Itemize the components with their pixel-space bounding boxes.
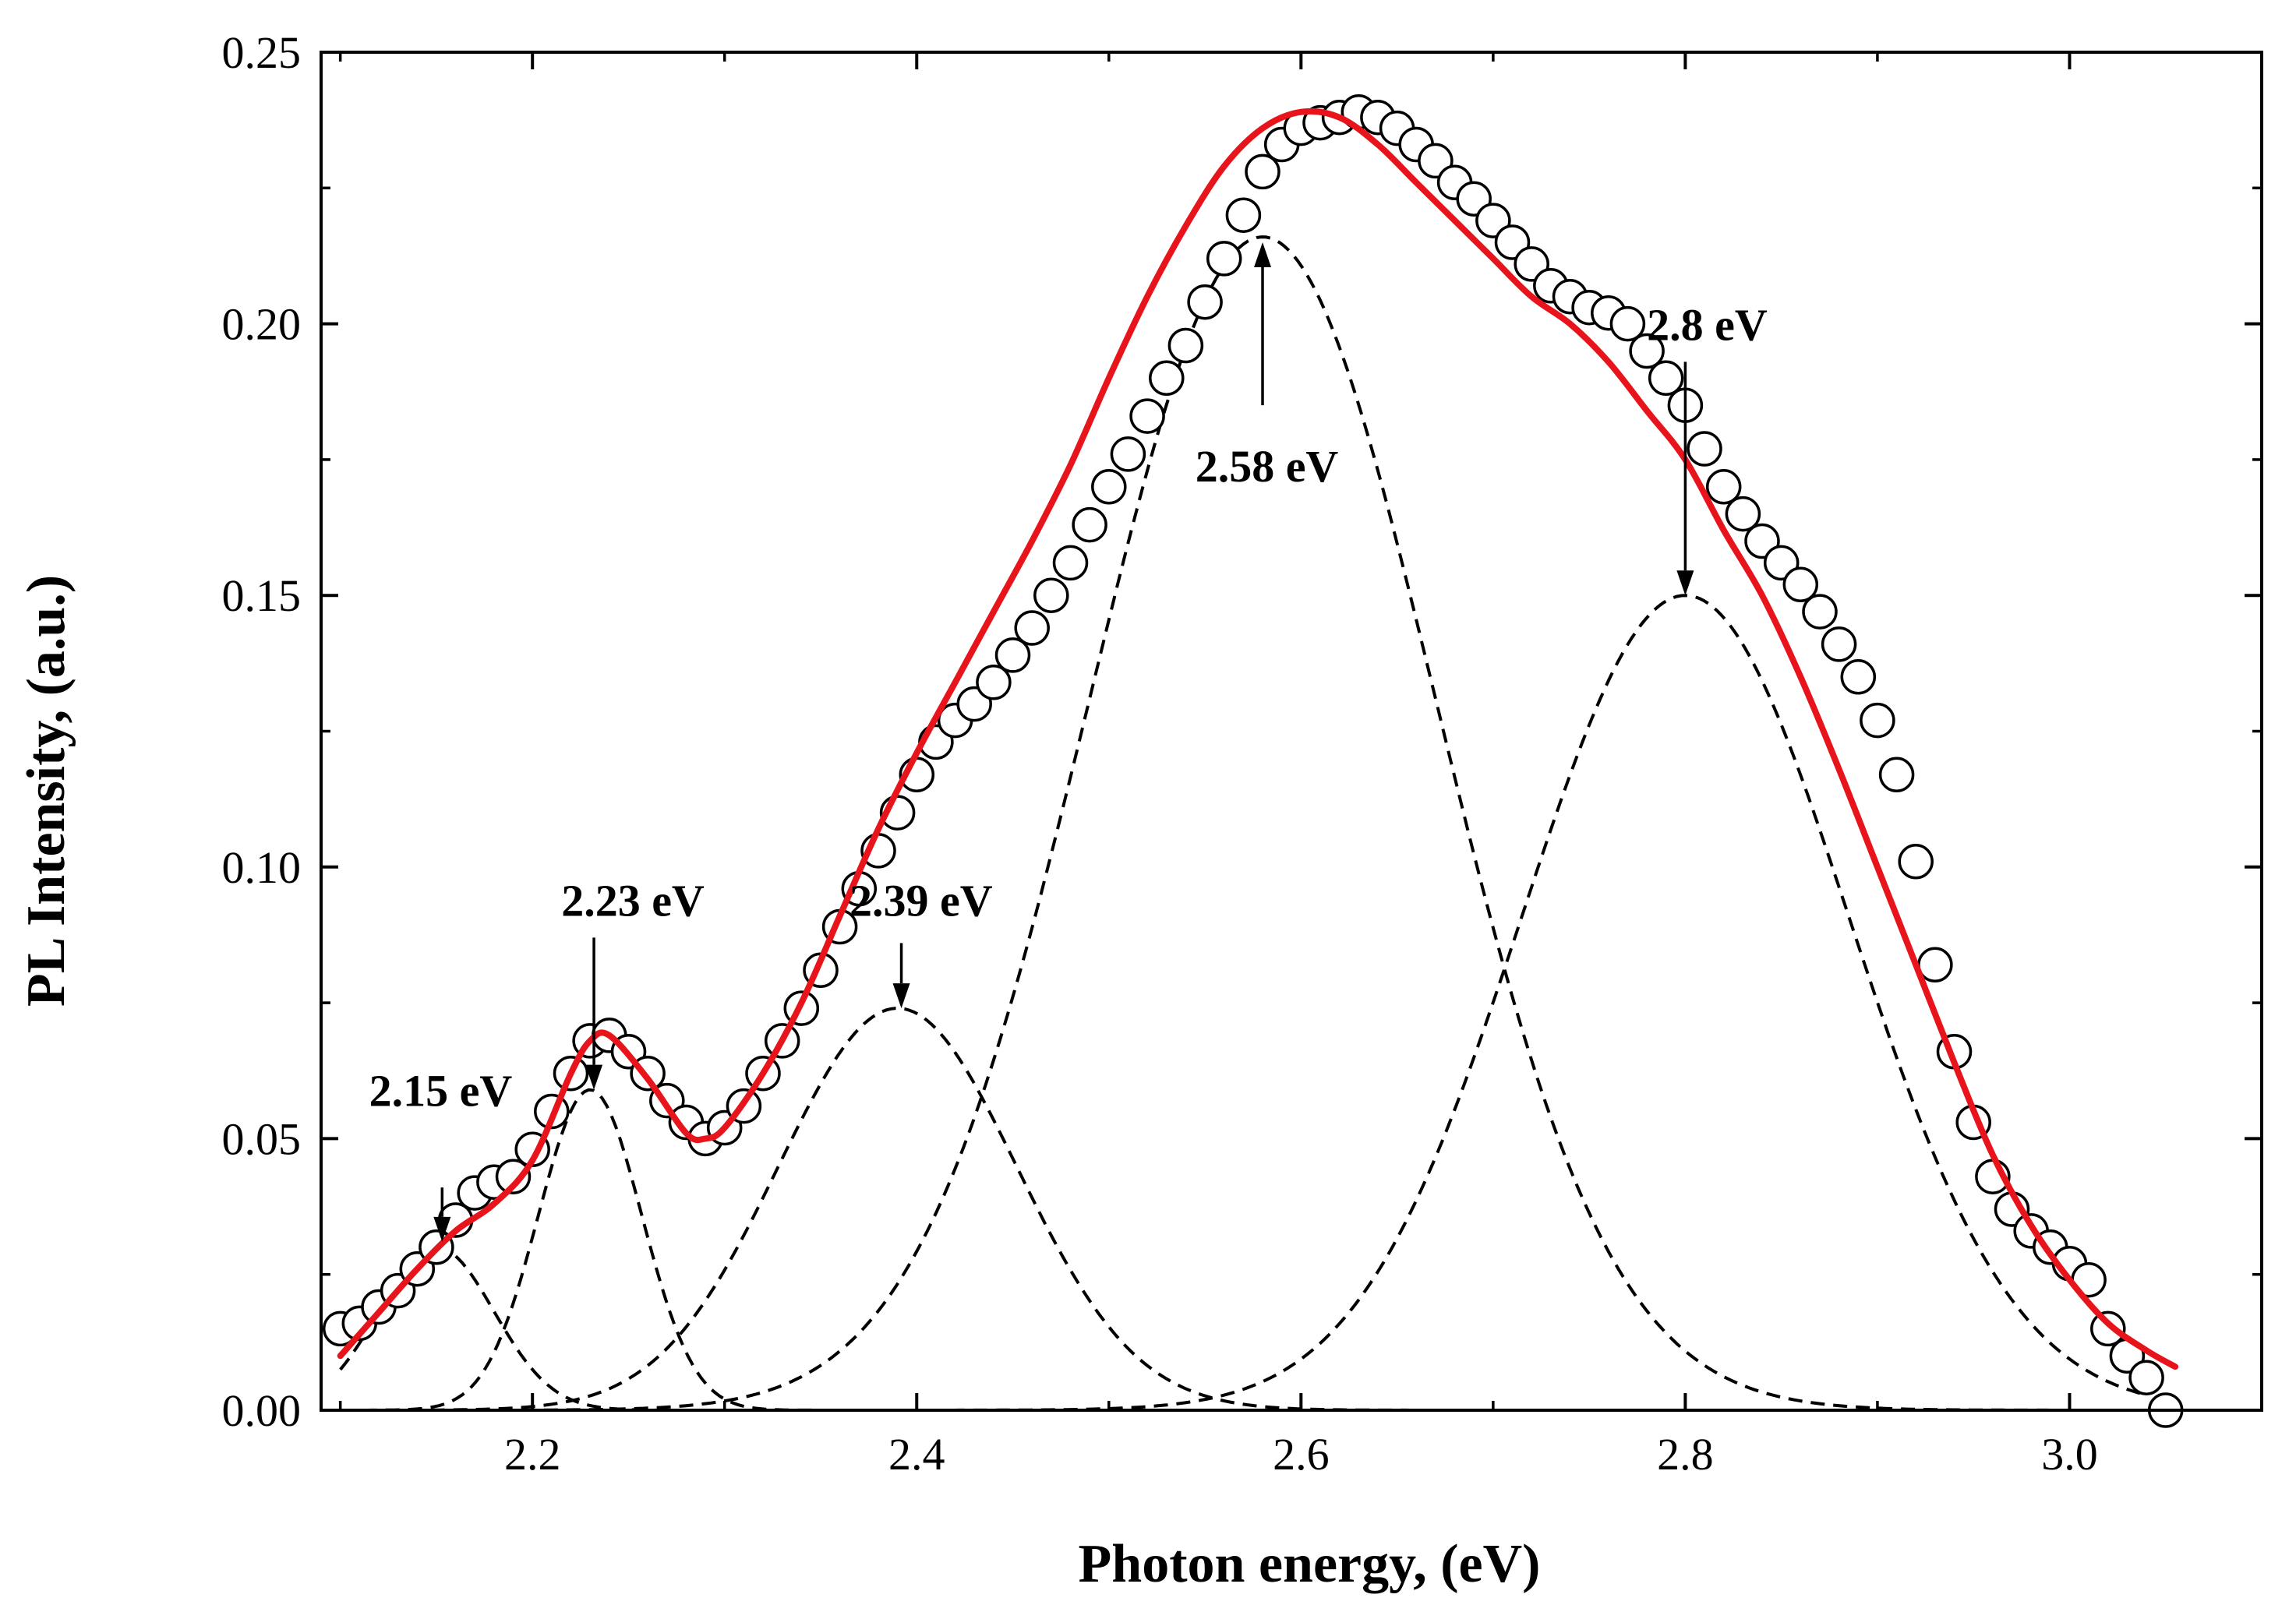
x-tick-label: 2.6 [1273, 1429, 1330, 1480]
data-point [1167, 327, 1204, 364]
data-point [1033, 577, 1069, 613]
peak-label: 2.39 eV [850, 876, 993, 926]
peak-label: 2.23 eV [561, 876, 705, 926]
axes: 2.2 2.4 2.6 2.8 3.0 0.00 0.05 0.10 0.15 0.20 0.25 [222, 27, 2263, 1480]
x-tick-label: 2.4 [888, 1429, 945, 1480]
data-point [1821, 626, 1857, 662]
data-point [1860, 702, 1895, 739]
x-axis-title: Photon energy, (eV) [1079, 1534, 1541, 1594]
data-point [1187, 284, 1223, 320]
y-tick-label: 0.20 [222, 299, 302, 350]
data-point [1091, 469, 1127, 505]
gaussian-peak-2-23 [340, 1088, 2147, 1412]
gaussian-peak-2-15 [339, 1245, 2147, 1412]
peak-label: 2.15 eV [369, 1066, 513, 1116]
total-fit-line [337, 108, 2179, 1370]
data-point [1072, 506, 1107, 543]
annotation-arrow-head [1254, 242, 1272, 268]
y-tick-label: 0.05 [222, 1113, 302, 1164]
data-point [2128, 1360, 2164, 1395]
annotation-arrow-head [1676, 570, 1694, 596]
data-point [1648, 360, 1684, 397]
peak-annotations: 2.15 eV 2.23 eV 2.39 eV 2.58 eV 2.8 eV [369, 242, 1768, 1242]
data-point [1110, 436, 1146, 472]
data-point [1225, 197, 1262, 233]
data-point [1014, 610, 1050, 646]
data-point [976, 665, 1012, 700]
data-point [1149, 360, 1185, 397]
data-point [1206, 241, 1242, 277]
experimental-points [322, 93, 2184, 1428]
total-fit [337, 108, 2179, 1370]
y-tick-label: 0.25 [222, 27, 302, 78]
peak-label: 2.58 eV [1196, 441, 1339, 492]
data-point [1840, 659, 1877, 695]
data-point [1609, 305, 1646, 342]
x-tick-label: 2.8 [1657, 1429, 1714, 1480]
data-point [1705, 469, 1742, 505]
data-point [1802, 594, 1838, 630]
annotation-arrow-head [585, 1064, 603, 1090]
data-point [994, 637, 1031, 673]
y-axis-title: PL Intensity, (a.u.) [16, 575, 76, 1007]
data-point [1629, 333, 1665, 369]
data-point [2090, 1310, 2126, 1347]
data-point [1052, 545, 1089, 581]
data-point [1129, 398, 1165, 434]
data-point [495, 1159, 532, 1194]
data-point [1725, 496, 1761, 532]
plot-frame [320, 51, 2263, 1412]
gaussian-peak-2-58 [340, 235, 2147, 1412]
y-tick-label: 0.00 [222, 1385, 302, 1436]
y-tick-label: 0.10 [222, 842, 302, 893]
y-tick-label: 0.15 [222, 570, 302, 621]
annotation-arrow-head [433, 1216, 451, 1242]
data-point [1878, 757, 1915, 793]
data-point [1782, 566, 1819, 603]
annotation-arrow-head [892, 983, 910, 1009]
data-point [1687, 431, 1722, 467]
gaussian-components [339, 235, 2147, 1412]
gaussian-peak-2-39 [340, 1007, 2147, 1412]
x-tick-label: 2.2 [504, 1429, 561, 1480]
data-point [1245, 153, 1280, 190]
x-tick-label: 3.0 [2041, 1429, 2098, 1480]
data-point [1898, 844, 1934, 880]
peak-label: 2.8 eV [1647, 300, 1768, 351]
